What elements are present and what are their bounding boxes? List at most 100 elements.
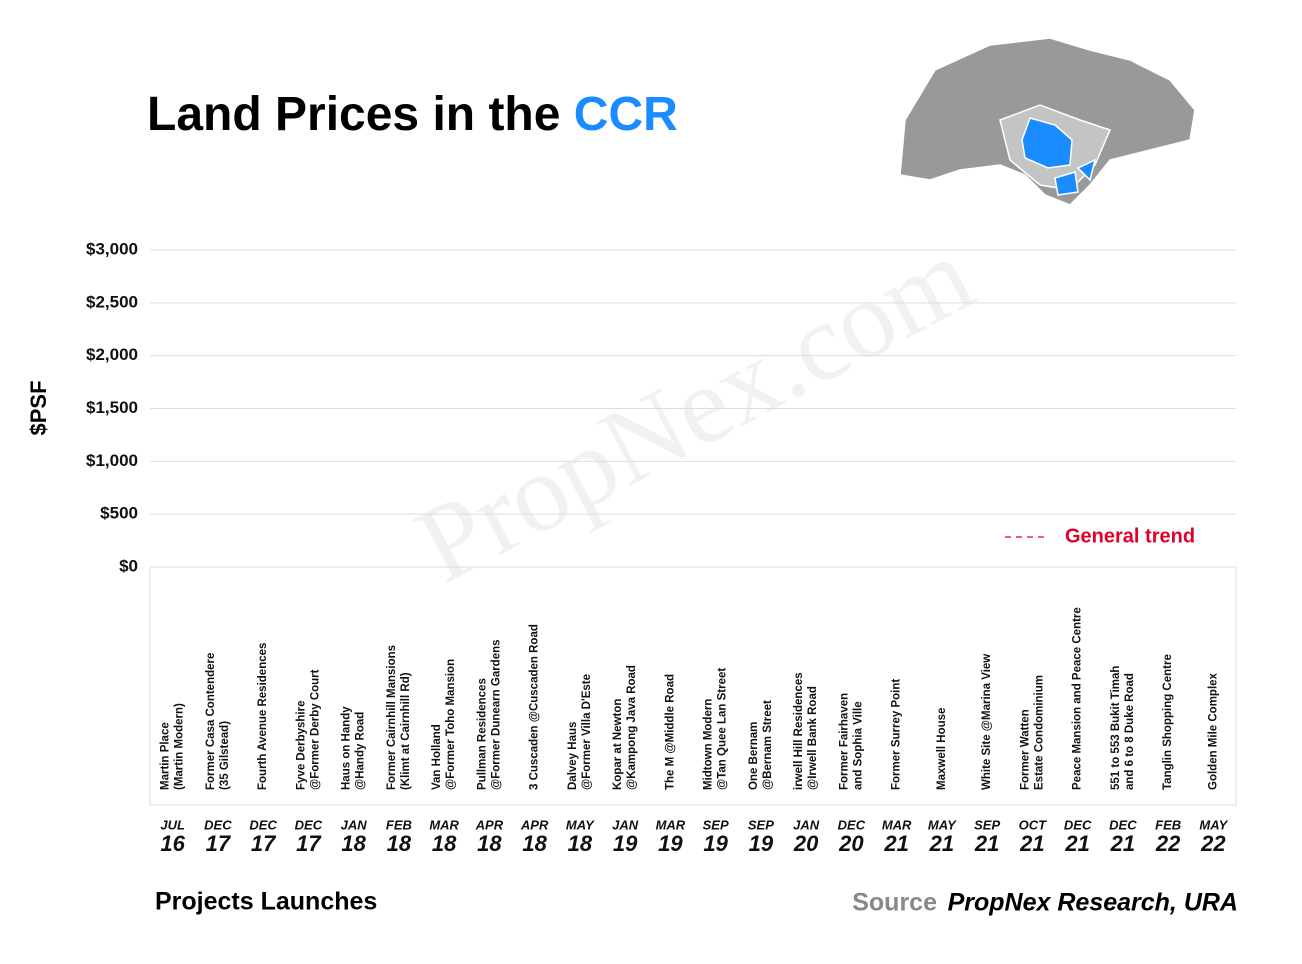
- x-tick-label: Dalvey Haus: [567, 722, 579, 790]
- year-label: 19: [703, 831, 728, 856]
- month-label: MAR: [429, 817, 459, 832]
- y-tick-label: $3,000: [86, 239, 138, 258]
- y-tick-label: $500: [100, 504, 138, 523]
- year-label: 19: [749, 831, 774, 856]
- month-label: MAR: [656, 817, 686, 832]
- year-label: 16: [160, 831, 185, 856]
- x-tick-label: 3 Cuscaden @Cuscaden Road: [529, 624, 541, 790]
- map-ccr: [1054, 158, 1097, 196]
- x-tick-label: Van Holland: [431, 724, 443, 790]
- x-axis-label: Projects Launches: [155, 888, 377, 916]
- month-label: MAY: [566, 817, 595, 832]
- x-tick-label: Pullman Residences: [476, 678, 488, 790]
- y-tick-label: $2,500: [86, 292, 138, 311]
- x-tick-label: Midtown Modern: [703, 699, 715, 790]
- month-label: JUL: [160, 817, 185, 832]
- x-tick-label: Estate Condominium: [1033, 675, 1045, 790]
- month-label: SEP: [974, 817, 1000, 832]
- map-ccr: [1021, 117, 1073, 169]
- month-label: JAN: [612, 817, 639, 832]
- x-tick-label: (Klimt at Cairnhill Rd): [400, 672, 412, 790]
- source: PropNex Research, URA: [948, 889, 1238, 917]
- month-label: DEC: [1064, 817, 1092, 832]
- y-tick-label: $1,000: [86, 451, 138, 470]
- x-tick-label: One Bernam: [748, 722, 760, 790]
- x-tick-label: @Former Toho Mansion: [445, 659, 457, 790]
- y-tick-label: $2,000: [86, 345, 138, 364]
- x-tick-label: Former Cairnhill Mansions: [386, 645, 398, 790]
- x-tick-label: The M @Middle Road: [664, 674, 676, 790]
- y-tick-label: $1,500: [86, 398, 138, 417]
- map: [899, 37, 1196, 206]
- source-label: Source: [852, 889, 937, 917]
- month-label: DEC: [838, 817, 866, 832]
- x-tick-label: Fourth Avenue Residences: [257, 643, 269, 790]
- year-label: 18: [522, 831, 547, 856]
- month-label: DEC: [249, 817, 277, 832]
- x-tick-label: and 6 to 8 Duke Road: [1124, 673, 1136, 790]
- x-tick-label: Maxwell House: [936, 708, 948, 790]
- x-tick-label: Kopar at Newton: [612, 699, 624, 790]
- year-label: 20: [838, 831, 864, 856]
- month-label: MAR: [882, 817, 912, 832]
- title-text: Land Prices in the: [147, 88, 560, 141]
- year-label: 21: [1019, 831, 1044, 856]
- legend-label: General trend: [1065, 525, 1195, 547]
- month-label: MAY: [1199, 817, 1228, 832]
- year-label: 17: [206, 831, 232, 856]
- title-highlight: CCR: [574, 88, 678, 141]
- month-label: DEC: [295, 817, 323, 832]
- x-tick-label: Former Casa Contendere: [205, 653, 217, 790]
- y-axis-label: $PSF: [26, 380, 51, 435]
- x-tick-label: 551 to 553 Bukit Timah: [1110, 666, 1122, 790]
- year-label: 21: [1064, 831, 1089, 856]
- month-label: SEP: [703, 817, 729, 832]
- year-label: 18: [387, 831, 412, 856]
- x-tick-label: Peace Mansion and Peace Centre: [1072, 607, 1084, 790]
- x-tick-label: White Site @Marina View: [981, 654, 993, 790]
- year-label: 18: [568, 831, 593, 856]
- year-label: 22: [1155, 831, 1181, 856]
- year-label: 21: [929, 831, 954, 856]
- x-tick-label: Former Watten: [1019, 709, 1031, 790]
- x-tick-label: (Martin Modern): [174, 703, 186, 790]
- x-tick-label: @Handy Road: [355, 712, 367, 790]
- year-label: 20: [793, 831, 819, 856]
- month-label: JAN: [341, 817, 368, 832]
- year-label: 18: [341, 831, 366, 856]
- year-label: 19: [658, 831, 683, 856]
- x-tick-label: @Former Derby Court: [309, 669, 321, 790]
- year-label: 17: [251, 831, 277, 856]
- month-label: FEB: [386, 817, 412, 832]
- year-label: 18: [477, 831, 502, 856]
- x-tick-label: @Kampong Java Road: [626, 665, 638, 790]
- year-label: 21: [1110, 831, 1135, 856]
- year-label: 22: [1200, 831, 1226, 856]
- month-label: OCT: [1019, 817, 1048, 832]
- year-label: 18: [432, 831, 457, 856]
- year-label: 17: [296, 831, 322, 856]
- x-tick-label: irwell Hill Residences: [793, 672, 805, 790]
- month-label: DEC: [204, 817, 232, 832]
- x-tick-label: Tanglin Shopping Centre: [1162, 654, 1174, 790]
- x-tick-label: and Sophia Ville: [852, 701, 864, 790]
- month-label: APR: [475, 817, 504, 832]
- x-tick-label: Former Fairhaven: [838, 693, 850, 790]
- x-tick-label: @Irwell Bank Road: [807, 686, 819, 790]
- x-tick-label: @Tan Quee Lan Street: [717, 668, 729, 790]
- x-tick-label: @Former Villa D'Este: [581, 674, 593, 790]
- month-label: JAN: [793, 817, 820, 832]
- x-tick-label: Golden Mile Complex: [1207, 672, 1219, 790]
- year-label: 21: [883, 831, 908, 856]
- x-tick-label: (35 Gilstead): [219, 721, 231, 790]
- month-label: DEC: [1109, 817, 1137, 832]
- x-tick-label: @Bernam Street: [762, 700, 774, 790]
- x-tick-label: Martin Place: [160, 722, 172, 790]
- month-label: APR: [520, 817, 549, 832]
- chart-title: Land Prices in the CCR: [147, 88, 678, 141]
- watermark: PropNex.com: [397, 213, 991, 606]
- y-tick-label: $0: [119, 556, 138, 575]
- month-label: SEP: [748, 817, 774, 832]
- month-label: MAY: [928, 817, 957, 832]
- month-label: FEB: [1155, 817, 1181, 832]
